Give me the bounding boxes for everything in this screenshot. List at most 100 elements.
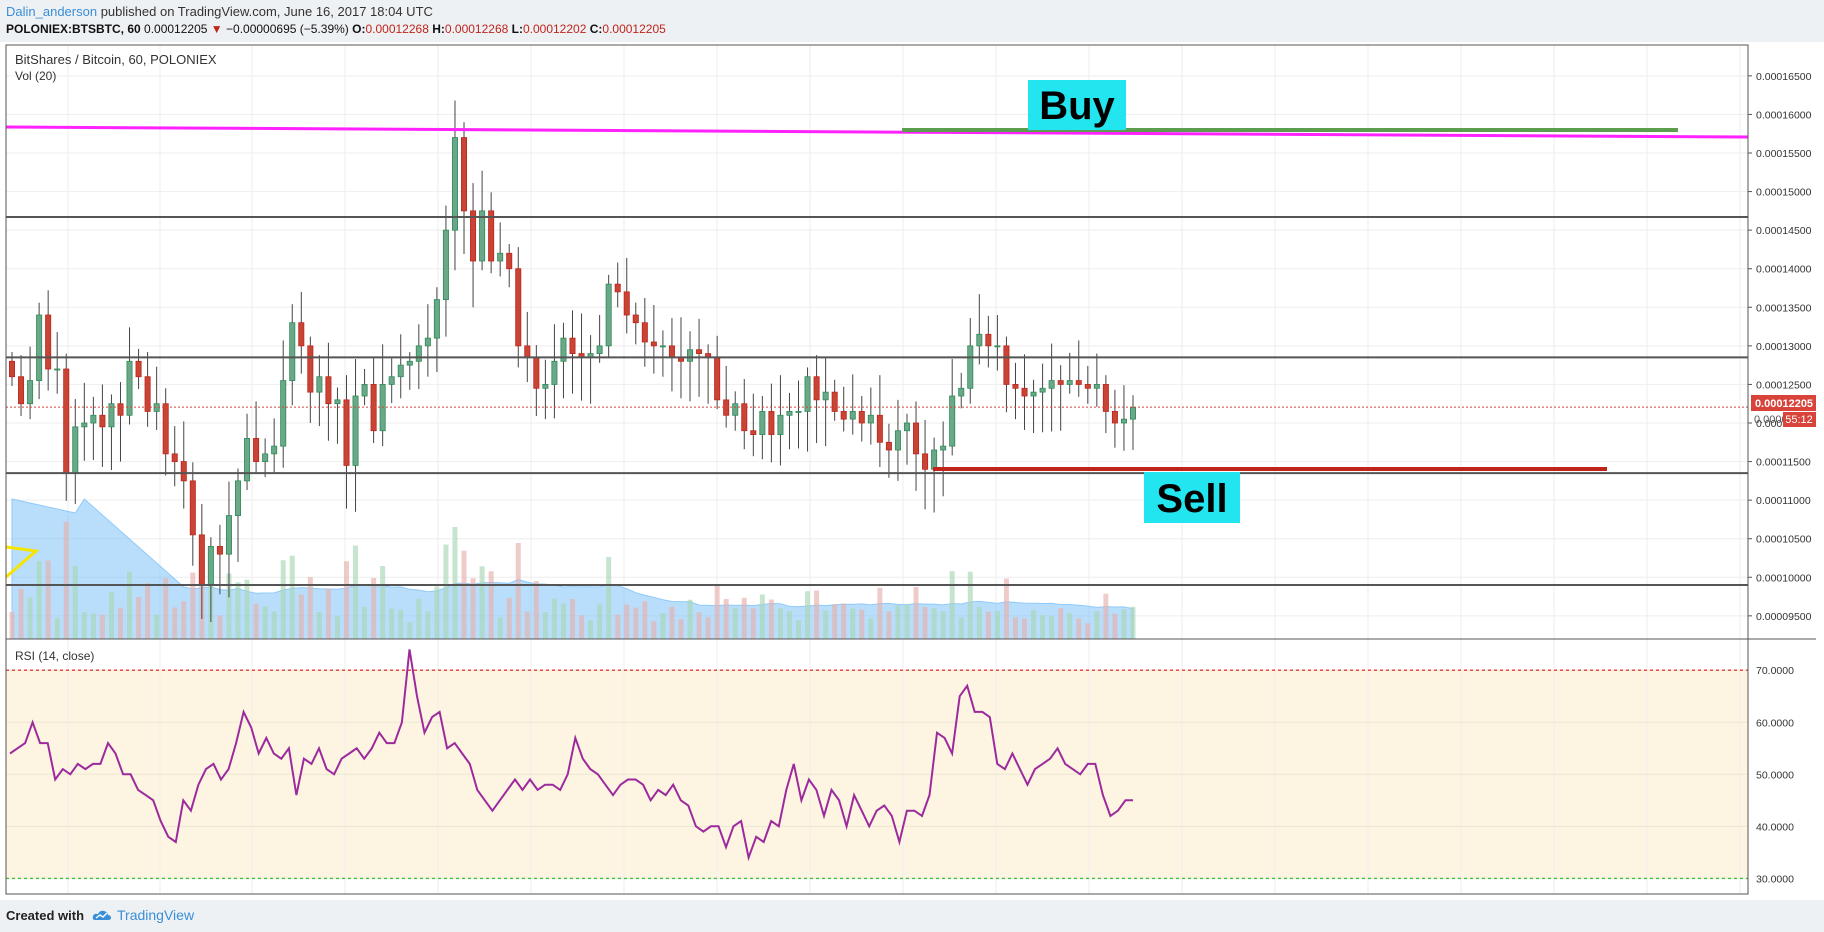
volume-bar	[434, 586, 440, 639]
candle-body	[732, 403, 739, 416]
candle-body	[108, 403, 115, 428]
candle-body	[325, 376, 332, 405]
high-label: H:	[432, 22, 445, 36]
volume-bar	[1012, 617, 1018, 639]
candle-body	[352, 395, 359, 466]
y-tick-label: 0.00014000	[1756, 264, 1812, 276]
volume-bar	[181, 601, 187, 639]
candle-body	[424, 337, 431, 347]
y-tick-label: 0.00009500	[1756, 611, 1812, 623]
candle-body	[1102, 384, 1109, 412]
volume-bar	[425, 611, 431, 639]
x-tick-label: 14	[618, 899, 630, 900]
volume-bar	[579, 615, 585, 639]
volume-bar	[54, 618, 60, 639]
volume-bar	[886, 611, 892, 639]
volume-legend: Vol (20)	[15, 69, 56, 83]
volume-bar	[759, 594, 765, 639]
volume-bar	[560, 603, 566, 639]
candle-body	[750, 430, 757, 435]
volume-bar	[316, 612, 322, 639]
sell-label-box	[1144, 472, 1240, 523]
candle-body	[189, 480, 196, 536]
volume-bar	[145, 583, 151, 639]
x-tick-label: 20	[1734, 899, 1746, 900]
axes: 11 12:00 12 12:00 13 12:00 14 12:00 15 12:00 16 12:…	[5, 44, 1816, 900]
candle-body	[804, 376, 811, 412]
candle-body	[596, 345, 603, 354]
candle-body	[1012, 384, 1019, 389]
y-tick-label: 0.00013500	[1756, 302, 1812, 314]
volume-bar	[1112, 613, 1118, 639]
low-value: 0.00012202	[522, 22, 587, 36]
volume-bar	[588, 620, 594, 639]
candlestick-series	[8, 100, 1137, 623]
x-tick-label: 12:00	[331, 899, 359, 900]
chart-canvas[interactable]: 11 12:00 12 12:00 13 12:00 14 12:00 15 12:00 16 12:…	[0, 42, 1824, 900]
candle-body	[361, 384, 368, 397]
candle-body	[479, 210, 486, 262]
volume-bar	[289, 555, 295, 639]
volume-bar	[570, 599, 575, 639]
candle-body	[343, 399, 350, 466]
volume-bar	[371, 578, 377, 639]
candle-body	[271, 445, 278, 455]
volume-bar	[841, 603, 847, 639]
volume-bar	[325, 588, 331, 639]
candle-body	[180, 461, 187, 482]
author-link[interactable]: Dalin_anderson	[6, 4, 98, 19]
volume-bar	[976, 606, 982, 639]
sell-label: Sell	[1156, 477, 1227, 521]
volume-bar	[832, 604, 838, 639]
volume-bar	[533, 581, 539, 639]
open-label: O:	[352, 22, 366, 36]
partial-price-label: 0.0000	[1754, 414, 1788, 426]
main-legend: BitShares / Bitcoin, 60, POLONIEX	[15, 52, 217, 67]
tradingview-brand: TradingView	[117, 907, 195, 923]
volume-bar	[1049, 616, 1055, 639]
y-tick-label: 0.00016500	[1756, 71, 1812, 83]
candle-body	[668, 345, 675, 358]
volume-bar	[542, 612, 548, 639]
main-grid	[6, 45, 1748, 894]
volume-bar	[660, 613, 666, 639]
volume-bar	[1085, 623, 1091, 639]
candle-body	[1075, 380, 1082, 385]
resistance-trendline	[5, 125, 1749, 139]
volume-bar	[949, 571, 955, 639]
volume-bar	[606, 557, 612, 639]
candle-body	[632, 314, 639, 324]
candle-body	[1048, 380, 1055, 389]
last-price-badge-text: 0.00012205	[1755, 398, 1813, 410]
y-tick-label: 0.00010500	[1756, 534, 1812, 546]
volume-bar	[597, 604, 603, 639]
x-tick-label: 19	[1548, 899, 1560, 900]
candle-body	[334, 399, 341, 405]
volume-bar	[741, 597, 747, 639]
last-price-badge	[1751, 395, 1816, 411]
candle-body	[659, 345, 666, 348]
tradingview-link[interactable]: TradingView	[92, 907, 194, 923]
candle-body	[298, 322, 305, 347]
volume-bar	[967, 571, 973, 639]
candle-body	[551, 360, 558, 385]
candle-body	[1120, 418, 1127, 424]
candle-body	[533, 357, 540, 389]
volume-bar	[452, 527, 458, 639]
candle-body	[849, 411, 856, 420]
volume-bar	[750, 608, 756, 639]
countdown-text: 55:12	[1785, 414, 1813, 426]
volume-bar	[940, 611, 946, 639]
volume-bar	[470, 578, 476, 639]
close-value: 0.00012205	[602, 22, 666, 36]
candle-body	[18, 376, 25, 405]
candle-body	[940, 445, 947, 451]
candle-body	[225, 515, 232, 555]
x-tick-label: 12:00	[1633, 899, 1661, 900]
y-tick-label: 0.00011000	[1756, 495, 1811, 507]
volume-bar	[407, 622, 413, 639]
candle-body	[135, 360, 142, 378]
candle-body	[27, 380, 34, 405]
volume-bar	[732, 607, 738, 639]
volume-bar	[687, 599, 693, 639]
